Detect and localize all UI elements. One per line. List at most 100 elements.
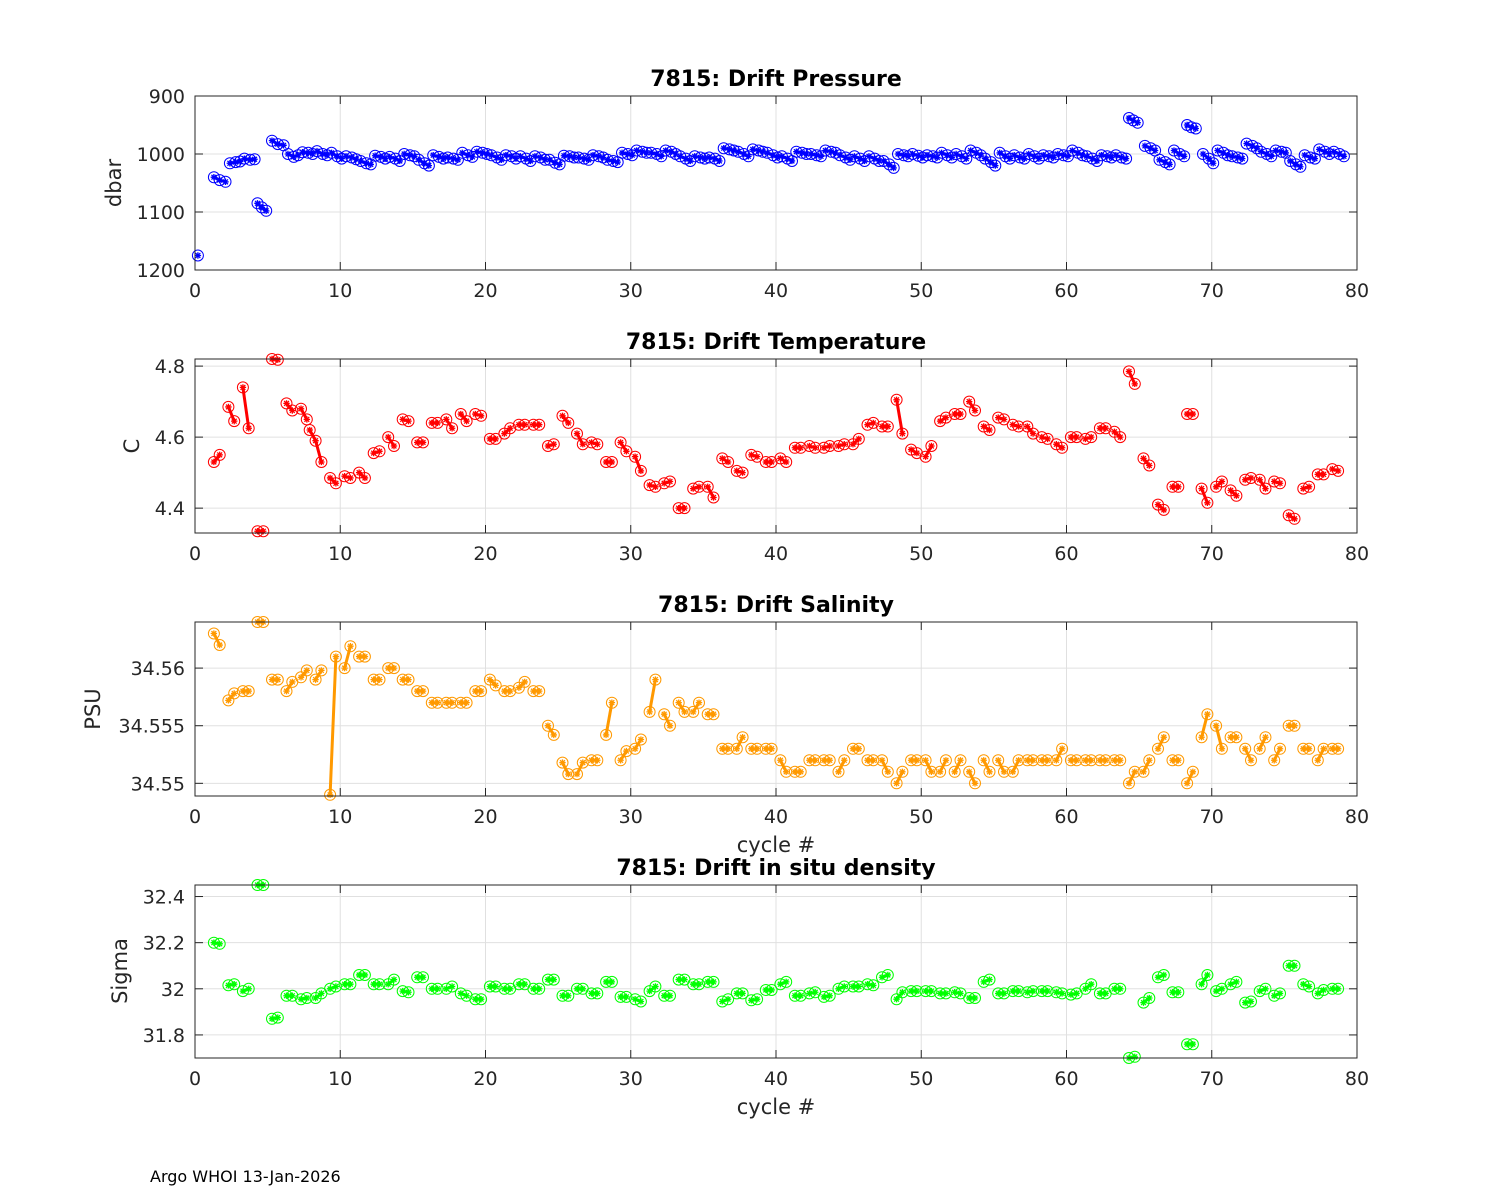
pressure-xtick-label-6: 60 — [1054, 280, 1078, 302]
temperature-star-c70-1 — [1218, 478, 1226, 485]
salinity-star-c73-0 — [1256, 745, 1263, 752]
salinity-point-c22-1 — [518, 675, 531, 688]
temperature-point-c61-1 — [1085, 431, 1098, 444]
salinity-point-c13-1 — [388, 662, 400, 675]
salinity-ytick-label-1: 34.555 — [119, 716, 185, 738]
salinity-star-c53-0 — [965, 768, 973, 776]
pressure-star-c63-0 — [1112, 151, 1120, 159]
salinity-point-c51-1 — [939, 754, 952, 767]
pressure-star-c27-1 — [595, 153, 602, 160]
salinity-line-c54 — [982, 759, 991, 773]
density-star-c62-1 — [1102, 990, 1109, 997]
salinity-panel: 0 10 20 30 40 50 60 70 80 34.55 34.555 34.56 7815:… — [81, 593, 1369, 857]
pressure-star-c11-2 — [367, 161, 374, 168]
density-star-c32-1 — [666, 992, 674, 999]
temperature-point-c48-1 — [896, 427, 909, 440]
density-point-c75-1 — [1288, 959, 1301, 972]
density-point-c1-1 — [213, 937, 226, 950]
density-point-c78-1 — [1332, 982, 1345, 995]
salinity-star-c48-1 — [899, 768, 906, 776]
temperature-star-c65-0 — [1140, 455, 1147, 462]
salinity-star-c8-1 — [318, 667, 325, 674]
density-point-c32-1 — [664, 989, 676, 1002]
temperature-point-c23-1 — [533, 418, 546, 431]
density-star-c47-1 — [884, 971, 892, 979]
salinity-point-c58-1 — [1041, 754, 1054, 767]
pressure-point-c72-2 — [1250, 142, 1263, 155]
pressure-star-c6-0 — [284, 150, 292, 158]
salinity-star-c2-1 — [231, 690, 238, 697]
salinity-x-ticks: 0 10 20 30 40 50 60 70 80 — [189, 622, 1369, 828]
temperature-star-c5-1 — [274, 356, 281, 363]
pressure-ytick-label-1: 1000 — [137, 144, 185, 166]
temperature-star-c43-1 — [826, 442, 833, 450]
density-star-c57-1 — [1029, 987, 1037, 995]
salinity-star-c9-1 — [332, 653, 340, 660]
pressure-star-c38-2 — [759, 148, 767, 155]
salinity-point-c37-0 — [730, 742, 743, 755]
temperature-star-c63-1 — [1117, 433, 1124, 441]
pressure-star-c19-1 — [479, 149, 486, 157]
temperature-point-c26-1 — [576, 438, 589, 451]
density-star-c29-1 — [623, 993, 630, 1001]
temperature-point-c32-1 — [664, 475, 676, 488]
density-star-c58-1 — [1044, 987, 1051, 995]
pressure-star-c70-2 — [1224, 151, 1231, 159]
salinity-star-c75-1 — [1291, 722, 1298, 729]
density-point-c40-1 — [780, 975, 793, 988]
salinity-star-c56-0 — [1009, 768, 1016, 776]
density-point-c18-1 — [460, 989, 473, 1002]
salinity-point-c17-1 — [446, 696, 459, 709]
temperature-star-c64-1 — [1131, 380, 1138, 388]
salinity-star-c59-1 — [1058, 745, 1066, 752]
temperature-star-c46-0 — [864, 421, 871, 428]
temperature-y-label: C — [120, 439, 144, 454]
density-star-c27-1 — [594, 990, 601, 997]
pressure-point-c3-2 — [248, 153, 261, 166]
temperature-star-c56-1 — [1015, 423, 1022, 430]
temperature-point-c62-1 — [1099, 422, 1112, 435]
temperature-star-c37-0 — [733, 467, 740, 475]
pressure-star-c20-1 — [493, 154, 501, 161]
pressure-point-c47-2 — [887, 161, 900, 174]
density-point-c13-1 — [388, 973, 400, 986]
density-point-c6-1 — [286, 989, 299, 1002]
pressure-star-c43-1 — [827, 148, 835, 155]
salinity-star-c68-1 — [1189, 768, 1197, 776]
density-star-c34-1 — [695, 980, 703, 988]
density-point-c53-1 — [969, 992, 981, 1004]
temperature-star-c18-0 — [457, 410, 465, 418]
pressure-star-c23-1 — [537, 154, 544, 161]
pressure-star-c61-1 — [1089, 155, 1096, 162]
density-star-c20-1 — [492, 983, 499, 990]
density-star-c14-1 — [405, 989, 412, 996]
temperature-point-c53-1 — [969, 404, 981, 417]
density-ytick-label-0: 31.8 — [143, 1025, 185, 1047]
salinity-star-c72-1 — [1247, 757, 1255, 764]
salinity-star-c37-0 — [733, 745, 740, 752]
salinity-star-c37-1 — [739, 734, 746, 741]
density-star-c25-1 — [565, 992, 572, 999]
pressure-star-c77-1 — [1321, 148, 1329, 155]
pressure-star-c49-2 — [919, 154, 926, 161]
density-point-c69-1 — [1201, 969, 1214, 981]
salinity-star-c52-1 — [957, 757, 964, 764]
temperature-point-c2-1 — [228, 415, 241, 428]
density-star-c19-1 — [477, 995, 485, 1003]
density-x-label: cycle # — [737, 1095, 816, 1119]
salinity-star-c34-0 — [690, 708, 697, 716]
pressure-xtick-label-2: 20 — [473, 280, 497, 302]
density-xtick-label-4: 40 — [764, 1068, 788, 1090]
temperature-point-c65-0 — [1137, 452, 1150, 465]
salinity-star-c29-0 — [617, 757, 624, 764]
density-star-c50-1 — [928, 987, 935, 995]
temperature-xtick-label-5: 50 — [909, 543, 933, 565]
salinity-point-c72-1 — [1245, 754, 1257, 767]
temperature-star-c51-1 — [942, 414, 950, 421]
density-point-c51-1 — [939, 987, 952, 1000]
density-star-c13-0 — [384, 980, 392, 988]
salinity-x-label: cycle # — [737, 833, 816, 857]
density-point-c17-1 — [446, 980, 459, 993]
salinity-xtick-label-6: 60 — [1054, 806, 1078, 828]
temperature-star-c15-1 — [419, 439, 427, 446]
